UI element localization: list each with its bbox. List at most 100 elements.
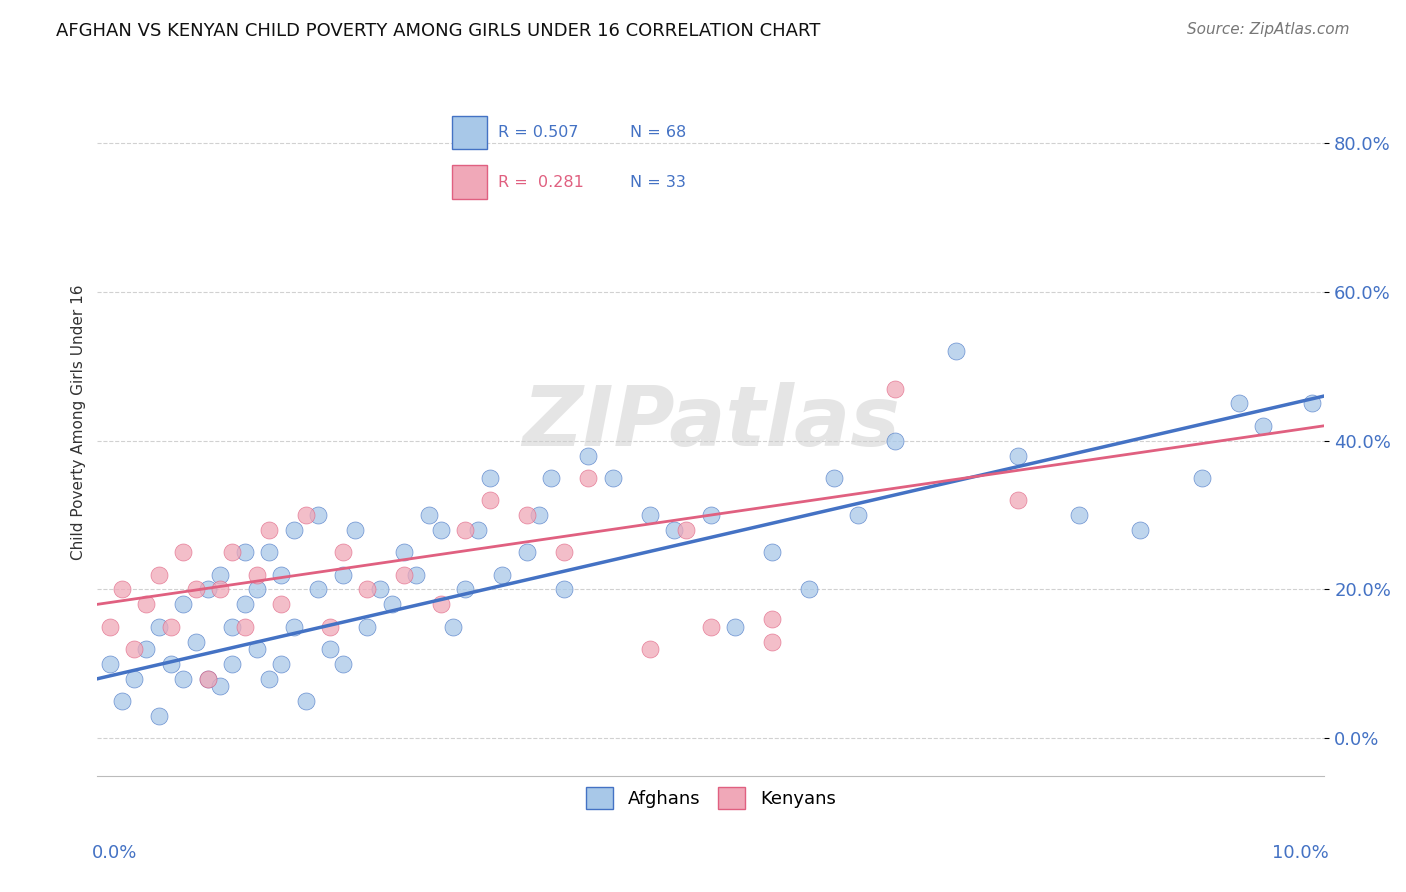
Point (724, 620, 747, 634)
Point (246, 582, 269, 597)
Point (638, 642, 661, 657)
Point (122, 672, 145, 686)
Point (257, 523, 280, 537)
Point (295, 694, 318, 708)
Point (221, 545, 243, 559)
Point (392, 567, 415, 582)
Point (1191, 471, 1213, 485)
Point (576, 471, 599, 485)
Point (479, 471, 502, 485)
Point (356, 582, 378, 597)
Point (221, 620, 243, 634)
Point (332, 545, 354, 559)
Point (209, 679, 232, 693)
Point (576, 449, 599, 463)
Point (307, 582, 329, 597)
Point (392, 545, 415, 559)
Point (553, 545, 575, 559)
Point (884, 434, 907, 448)
Point (1007, 493, 1029, 508)
Point (257, 545, 280, 559)
Point (491, 567, 513, 582)
Point (111, 694, 134, 708)
Point (368, 582, 391, 597)
Point (1067, 508, 1090, 522)
Point (184, 634, 207, 648)
Text: Source: ZipAtlas.com: Source: ZipAtlas.com (1187, 22, 1350, 37)
Point (246, 567, 269, 582)
Point (1251, 418, 1274, 433)
Point (553, 582, 575, 597)
Point (527, 508, 550, 522)
Point (823, 471, 845, 485)
Point (209, 567, 232, 582)
Point (381, 598, 404, 612)
Point (884, 382, 907, 396)
Point (662, 523, 685, 537)
Point (283, 620, 305, 634)
Point (602, 471, 624, 485)
Point (135, 642, 157, 657)
Point (172, 598, 194, 612)
Point (307, 508, 329, 522)
Point (454, 523, 477, 537)
Point (675, 523, 697, 537)
Point (160, 620, 183, 634)
Point (1007, 449, 1029, 463)
Point (344, 523, 367, 537)
Point (172, 545, 194, 559)
Point (1129, 523, 1152, 537)
Point (1227, 396, 1250, 410)
Point (197, 672, 219, 686)
Point (270, 567, 292, 582)
Y-axis label: Child Poverty Among Girls Under 16: Child Poverty Among Girls Under 16 (72, 285, 86, 560)
Text: ZIPatlas: ZIPatlas (522, 382, 900, 463)
Point (1301, 396, 1323, 410)
Point (467, 523, 489, 537)
Point (638, 508, 661, 522)
Point (761, 545, 783, 559)
Point (233, 598, 256, 612)
Point (257, 672, 280, 686)
Point (197, 672, 219, 686)
Point (441, 620, 464, 634)
Point (700, 508, 723, 522)
Point (356, 620, 378, 634)
Point (516, 508, 538, 522)
Point (233, 545, 256, 559)
Text: 0.0%: 0.0% (91, 844, 136, 862)
Point (148, 709, 170, 723)
Point (283, 523, 305, 537)
Legend: Afghans, Kenyans: Afghans, Kenyans (579, 780, 844, 816)
Point (295, 508, 318, 522)
Point (761, 634, 783, 648)
Point (160, 657, 183, 671)
Point (270, 657, 292, 671)
Point (221, 657, 243, 671)
Point (479, 493, 502, 508)
Point (197, 582, 219, 597)
Point (98, 657, 121, 671)
Point (430, 523, 453, 537)
Point (700, 620, 723, 634)
Point (172, 672, 194, 686)
Point (111, 582, 134, 597)
Point (209, 582, 232, 597)
Point (246, 642, 269, 657)
Point (945, 344, 967, 359)
Point (332, 567, 354, 582)
Point (454, 582, 477, 597)
Point (797, 582, 820, 597)
Point (148, 620, 170, 634)
Point (516, 545, 538, 559)
Text: 10.0%: 10.0% (1272, 844, 1329, 862)
Point (270, 598, 292, 612)
Point (184, 582, 207, 597)
Point (540, 471, 562, 485)
Point (98, 620, 121, 634)
Point (233, 620, 256, 634)
Point (846, 508, 869, 522)
Point (148, 567, 170, 582)
Point (418, 508, 440, 522)
Point (319, 620, 342, 634)
